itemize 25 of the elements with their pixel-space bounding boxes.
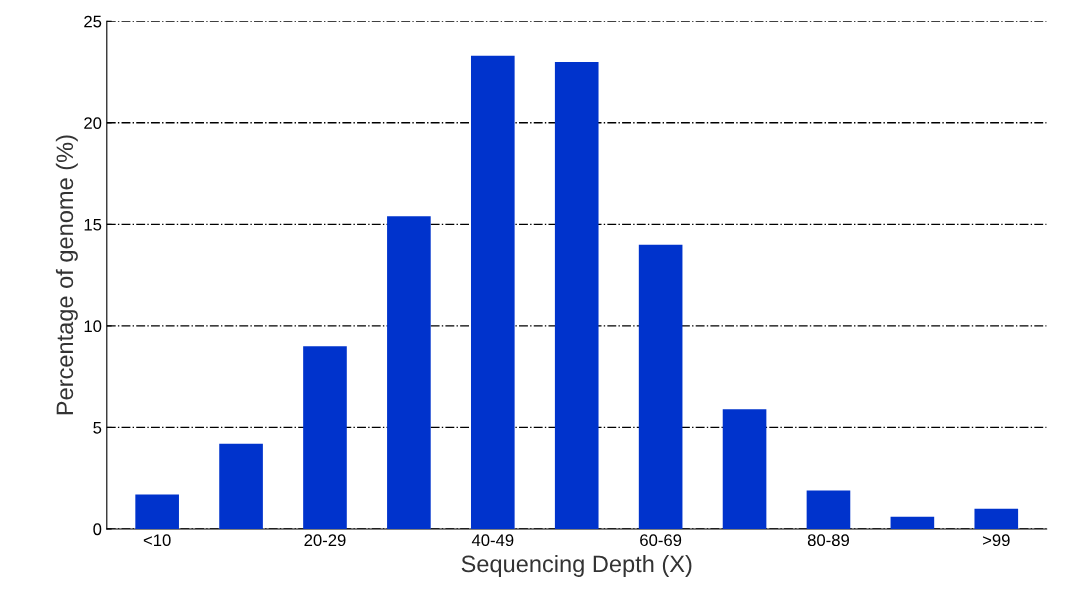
y-tick-label: 20 [84,117,102,130]
x-tick-label: 40-49 [471,534,514,547]
y-tick-label: 10 [84,320,102,333]
bar [303,346,347,529]
y-tick-label: 5 [93,422,102,434]
x-tick-label: 80-89 [807,534,849,547]
bar [974,508,1019,529]
y-axis-title: Percentage of genome (%) [55,135,78,415]
bar [806,490,851,529]
bar [638,244,683,529]
y-tick-label: 0 [93,523,102,536]
bar [554,61,599,529]
x-tick-label: <10 [143,534,171,547]
bar [470,55,515,529]
x-tick-label: >99 [982,534,1010,547]
x-tick-label: 20-29 [304,534,346,547]
bar [722,409,767,529]
y-tick-label: 15 [84,218,102,231]
x-axis-title: Sequencing Depth (X) [461,554,692,577]
bar [387,216,431,529]
bar [219,443,263,529]
bar [135,494,179,529]
y-tick-label: 25 [84,15,102,28]
bar [890,516,935,529]
x-tick-label: 60-69 [640,534,682,547]
